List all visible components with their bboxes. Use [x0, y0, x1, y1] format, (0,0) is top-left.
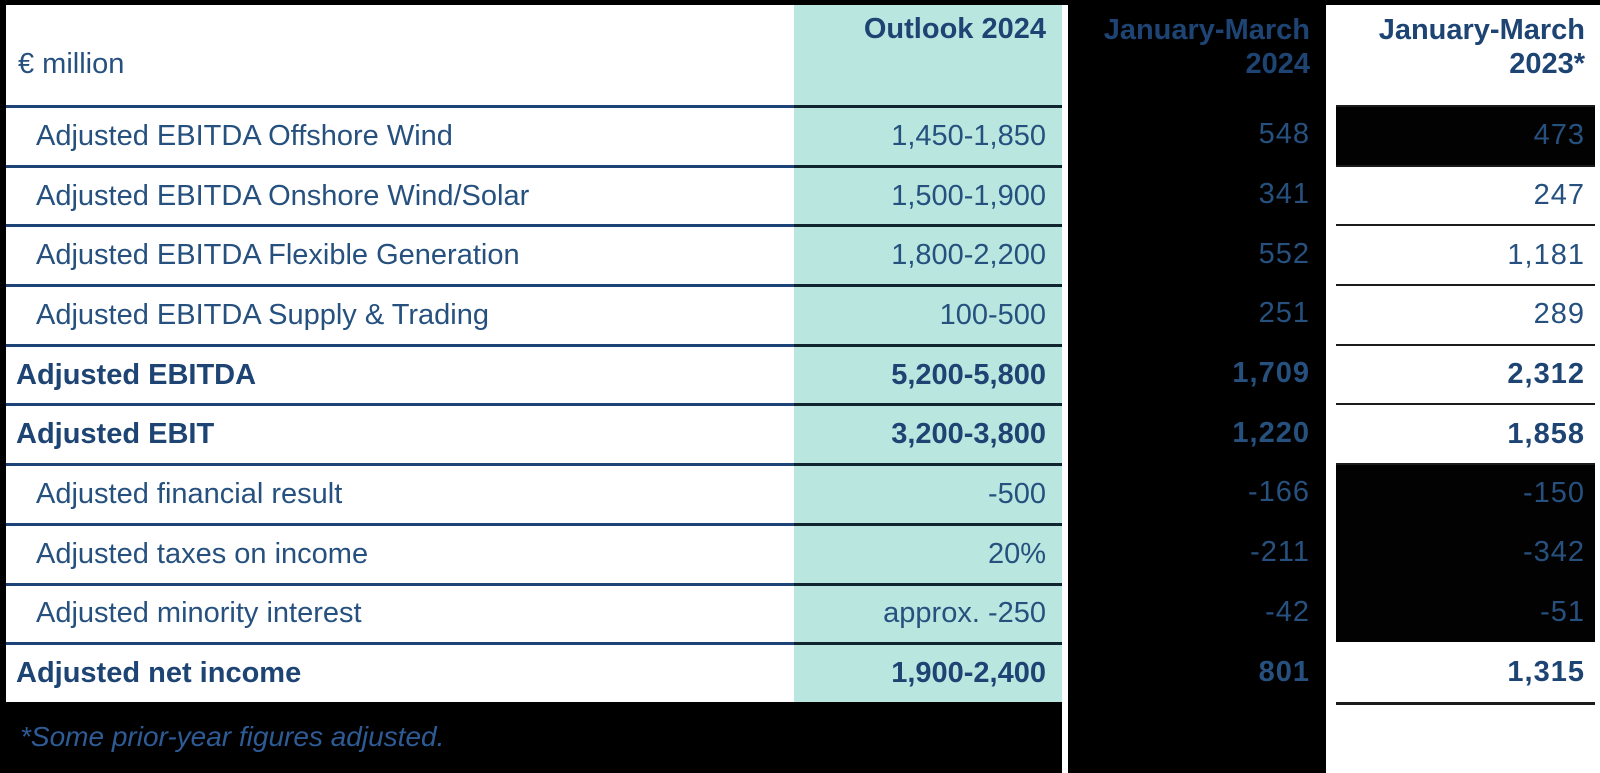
jan-mar-2023-value: -150	[1336, 463, 1595, 523]
jan-mar-2024-value: 251	[1258, 297, 1310, 330]
jan-mar-2024-value: -211	[1250, 536, 1310, 569]
jan-mar-2024-value: 1,220	[1232, 416, 1310, 449]
jan-mar-2023-value: 1,181	[1336, 224, 1595, 284]
col-header-outlook-2024: Outlook 2024	[794, 5, 1062, 105]
row-label-taxes: Adjusted taxes on income	[6, 522, 794, 583]
unit-header: € million	[18, 48, 125, 80]
outlook-value: 1,450-1,850	[794, 105, 1062, 165]
footnote-cell: *Some prior-year figures adjusted.	[6, 701, 794, 773]
jan-mar-2023-column: January-March 2023* 473 247 1,181 289 2,…	[1336, 5, 1595, 773]
jan-mar-2024-value: 801	[1258, 655, 1310, 688]
jan-mar-2023-footer-spacer	[1336, 701, 1595, 773]
table-top-border	[0, 0, 1600, 5]
row-label-onshore-wind-solar: Adjusted EBITDA Onshore Wind/Solar	[6, 164, 794, 225]
jan-mar-2024-value: 341	[1258, 178, 1310, 211]
jan-mar-2024-value: -42	[1265, 595, 1310, 628]
row-label-flexible-generation: Adjusted EBITDA Flexible Generation	[6, 224, 794, 284]
outlook-value: 1,800-2,200	[794, 224, 1062, 285]
outlook-value: 5,200-5,800	[794, 343, 1062, 404]
outlook-value: -500	[794, 463, 1062, 523]
row-label-supply-trading: Adjusted EBITDA Supply & Trading	[6, 284, 794, 344]
jan-mar-2024-column: January-March 2024 548 341 552 251 1,709…	[1068, 5, 1326, 773]
table-left-border	[0, 0, 6, 773]
row-label-adjusted-ebitda: Adjusted EBITDA	[6, 343, 794, 404]
jan-mar-2023-value: 289	[1336, 284, 1595, 344]
outlook-value: 3,200-3,800	[794, 403, 1062, 464]
jan-mar-2023-value: -51	[1336, 582, 1595, 643]
jan-mar-2023-value: 247	[1336, 164, 1595, 225]
row-label-offshore-wind: Adjusted EBITDA Offshore Wind	[6, 105, 794, 165]
jan-mar-2023-value: 1,858	[1336, 403, 1595, 463]
jan-mar-2024-footer-spacer	[1068, 702, 1326, 773]
row-label-financial-result: Adjusted financial result	[6, 463, 794, 523]
row-label-adjusted-ebit: Adjusted EBIT	[6, 403, 794, 463]
jan-mar-2024-value: 1,709	[1232, 357, 1310, 390]
jan-mar-2023-value: 1,315	[1507, 655, 1585, 688]
jan-mar-2024-value: 552	[1258, 237, 1310, 270]
outlook-value: 20%	[794, 522, 1062, 583]
jan-mar-2023-value: 473	[1336, 105, 1595, 165]
jan-mar-2023-value: -342	[1336, 522, 1595, 583]
row-label-minority-interest: Adjusted minority interest	[6, 582, 794, 643]
outlook-value: 100-500	[794, 284, 1062, 344]
label-column: € million Adjusted EBITDA Offshore Wind …	[6, 5, 794, 773]
outlook-footer-spacer	[794, 701, 1062, 773]
row-label-net-income: Adjusted net income	[6, 642, 794, 702]
outlook-value: approx. -250	[794, 582, 1062, 643]
footnote: *Some prior-year figures adjusted.	[20, 721, 445, 753]
jan-mar-2024-value: 548	[1258, 118, 1310, 151]
col-header-jan-mar-2024-text: January-March 2024	[1103, 14, 1310, 80]
outlook-2024-column: Outlook 2024 1,450-1,850 1,500-1,900 1,8…	[794, 5, 1062, 773]
col-header-jan-mar-2023: January-March 2023*	[1336, 5, 1595, 105]
outlook-value: 1,500-1,900	[794, 164, 1062, 225]
jan-mar-2023-value: 2,312	[1336, 343, 1595, 404]
outlook-value: 1,900-2,400	[794, 642, 1062, 702]
jan-mar-2024-value: -166	[1247, 476, 1310, 509]
col-header-jan-mar-2023-text: January-March 2023*	[1378, 14, 1585, 80]
col-header-jan-mar-2024: January-March 2024	[1068, 5, 1326, 105]
